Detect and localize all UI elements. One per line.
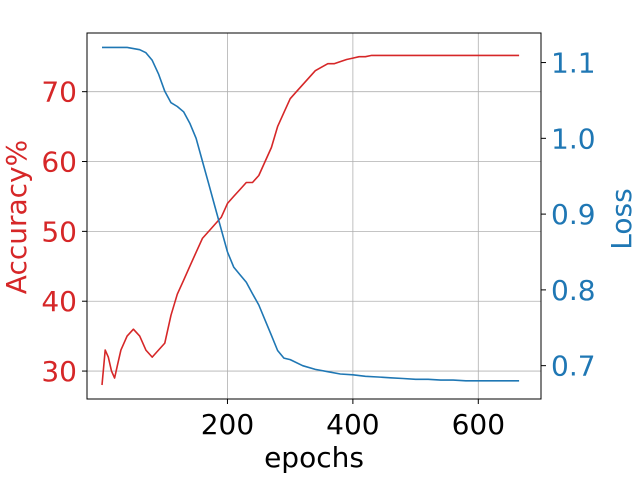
x-tick-label: 400 (326, 408, 379, 441)
y-left-tick-label: 50 (41, 215, 77, 248)
grid (87, 33, 541, 399)
series-lines (101, 46, 520, 386)
plot-frame (86, 32, 542, 400)
y-left-tick-label: 30 (41, 355, 77, 388)
y-right-tick-label: 0.7 (551, 350, 596, 383)
accuracy-line (101, 54, 520, 386)
x-tick-label: 200 (201, 408, 254, 441)
y-right-tick-label: 1.0 (551, 122, 596, 155)
loss-line (102, 46, 520, 382)
y-axis-right-label: Loss (605, 188, 638, 249)
y-axis-left-label: Accuracy% (0, 140, 33, 294)
y-right-tick-label: 1.1 (551, 47, 596, 80)
y-left-tick-label: 40 (41, 285, 77, 318)
x-axis: 200 400 600 (201, 399, 505, 441)
y-left-tick-label: 60 (41, 146, 77, 179)
y-axis-left: 30 40 50 60 70 (41, 76, 87, 388)
y-left-tick-label: 70 (41, 76, 77, 109)
y-axis-right: 0.7 0.8 0.9 1.0 1.1 (541, 47, 596, 383)
x-axis-label: epochs (264, 441, 364, 474)
x-tick-label: 600 (452, 408, 505, 441)
y-right-tick-label: 0.9 (551, 198, 596, 231)
y-right-tick-label: 0.8 (551, 274, 596, 307)
